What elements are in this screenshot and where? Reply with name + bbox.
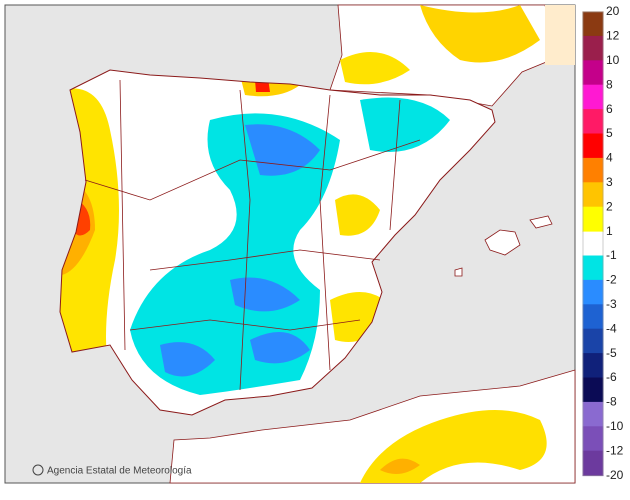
legend-label: -4 [606,321,617,335]
legend-frame [582,11,604,476]
sea-patch [545,5,575,65]
anomaly-area [420,5,540,63]
legend-label: -6 [606,370,617,384]
legend-swatch [582,353,604,379]
legend-label: -20 [606,468,624,482]
anomaly-area [130,113,340,395]
coastline [59,69,496,416]
legend-label: 4 [606,151,613,165]
credit: Agencia Estatal de Meteorología [47,466,192,477]
legend-swatch [583,231,603,256]
anomaly-area [360,97,450,152]
legend-swatch [582,401,604,428]
legend-swatch [582,109,604,135]
legend-label: 1 [606,224,613,238]
island [529,215,553,229]
legend-label: -8 [606,395,617,409]
legend-swatch [582,377,604,403]
legend-label: 2 [606,199,613,213]
island [484,229,521,256]
anomaly-area [380,458,420,474]
legend-swatch [582,255,604,281]
legend-swatch [582,11,604,37]
legend-swatch [582,133,604,159]
border [84,79,421,391]
legend-label: -1 [606,248,617,262]
legend-swatch [582,182,604,208]
legend-swatch [582,279,604,306]
anomaly-area [160,342,215,377]
legend-label: 12 [606,29,620,43]
anomaly-area [250,332,310,364]
legend-label: 20 [606,4,620,18]
legend-label: 10 [606,53,620,67]
legend-swatch [582,35,604,62]
legend-swatch [582,84,604,111]
legend-label: -3 [606,297,617,311]
anomaly-area [230,277,300,312]
legend-label: 8 [606,77,613,91]
legend-label: 5 [606,126,613,140]
legend-swatch [582,328,604,355]
anomaly-area [340,52,410,85]
legend-label: 6 [606,102,613,116]
legend-label: -2 [606,273,617,287]
legend-label: 3 [606,175,613,189]
legend-swatch [582,426,604,452]
legend-swatch [582,304,604,330]
province-borders [84,79,421,391]
copyright-icon [32,464,44,476]
anomaly-area [335,194,380,236]
legend-label: -10 [606,419,624,433]
legend-label: -12 [606,443,624,457]
legend-label: -5 [606,346,617,360]
legend-swatch [582,450,604,477]
legend-swatch [582,206,604,233]
legend-swatch [582,60,604,86]
island [454,267,463,277]
legend-swatch [582,157,604,184]
